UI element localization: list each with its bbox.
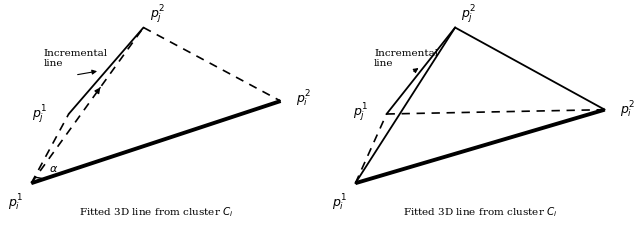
- Text: $\alpha$: $\alpha$: [48, 163, 58, 173]
- Text: Incremental
line: Incremental line: [374, 49, 438, 68]
- Text: $p^2_j$: $p^2_j$: [461, 4, 476, 26]
- Text: $p^1_i$: $p^1_i$: [8, 192, 24, 212]
- Text: $p^2_i$: $p^2_i$: [296, 88, 312, 109]
- Text: $p^2_i$: $p^2_i$: [620, 99, 635, 119]
- Text: Incremental
line: Incremental line: [44, 49, 108, 68]
- Text: $p^1_i$: $p^1_i$: [332, 192, 347, 212]
- Text: Fitted 3D line from cluster $C_i$: Fitted 3D line from cluster $C_i$: [403, 204, 557, 218]
- Text: $p^2_j$: $p^2_j$: [149, 4, 165, 26]
- Text: $p^1_j$: $p^1_j$: [32, 104, 47, 125]
- Text: Fitted 3D line from cluster $C_i$: Fitted 3D line from cluster $C_i$: [79, 204, 233, 218]
- Text: $p^1_j$: $p^1_j$: [352, 101, 368, 123]
